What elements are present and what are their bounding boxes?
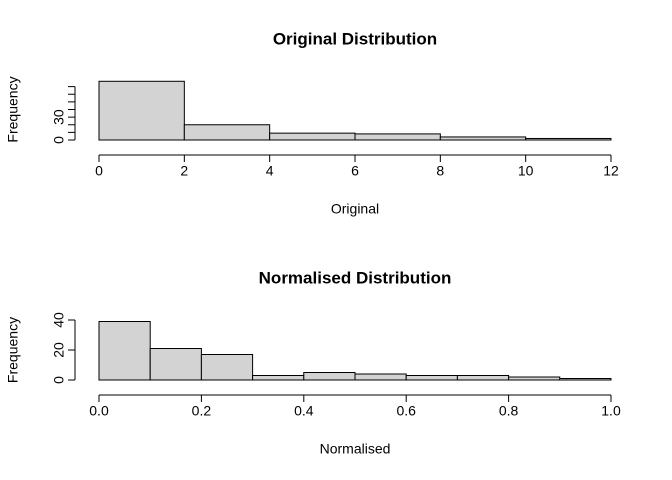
bar <box>559 378 612 381</box>
bar <box>456 375 510 381</box>
x-tick-label: 6 <box>351 163 359 179</box>
x-tick-label: 4 <box>266 163 274 179</box>
bar <box>303 372 356 381</box>
x-axis-label: Normalised <box>320 441 391 457</box>
bar <box>405 375 458 381</box>
x-tick-label: 2 <box>180 163 188 179</box>
chart-title: Normalised Distribution <box>259 268 452 287</box>
x-axis-label: Original <box>331 201 379 217</box>
y-axis-label: Frequency <box>5 317 21 383</box>
x-tick-label: 0.0 <box>89 403 109 419</box>
bar <box>252 375 305 381</box>
bar <box>508 376 561 381</box>
x-tick-label: 8 <box>436 163 444 179</box>
y-tick-label: 0 <box>51 136 67 144</box>
x-tick-label: 0 <box>95 163 103 179</box>
bar <box>525 137 612 141</box>
x-tick-label: 0.4 <box>294 403 314 419</box>
bar <box>269 132 356 141</box>
bar <box>149 348 202 381</box>
bar <box>200 354 254 381</box>
y-tick-label: 30 <box>51 109 67 125</box>
x-tick-label: 0.6 <box>396 403 416 419</box>
y-tick-label: 0 <box>51 376 67 384</box>
bar <box>98 321 151 381</box>
x-tick-label: 0.2 <box>192 403 212 419</box>
bar <box>439 136 527 141</box>
x-tick-label: 0.8 <box>499 403 519 419</box>
bar <box>354 373 407 381</box>
y-tick-label: 40 <box>51 312 67 328</box>
x-tick-label: 1.0 <box>601 403 621 419</box>
x-tick-label: 10 <box>518 163 534 179</box>
bar <box>354 133 441 141</box>
y-axis-label: Frequency <box>5 76 21 142</box>
x-tick-label: 12 <box>603 163 619 179</box>
bar <box>183 124 271 141</box>
chart-title: Original Distribution <box>273 29 437 48</box>
bar <box>98 80 185 141</box>
y-tick-label: 20 <box>51 342 67 358</box>
